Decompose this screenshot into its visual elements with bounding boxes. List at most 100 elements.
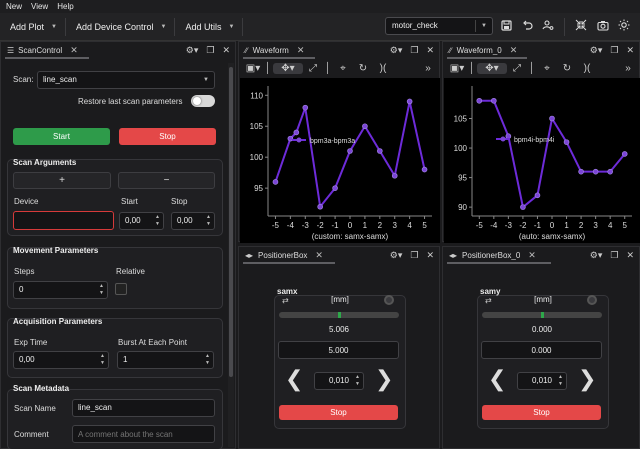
shrink-icon[interactable] (574, 18, 588, 32)
float-window-icon[interactable]: ❐ (410, 250, 419, 260)
data-point (287, 135, 294, 142)
toolbar-separator (64, 17, 66, 36)
spin-arrows-icon[interactable]: ▲ ▼ (99, 283, 104, 296)
scan-control-scrollbar[interactable] (228, 63, 234, 447)
pan-icon[interactable]: ✥▾ (273, 63, 303, 74)
gear-icon[interactable]: ⚙▾ (389, 250, 403, 260)
spin-arrows-icon[interactable]: ▲ ▼ (205, 353, 210, 366)
crosshair-icon[interactable]: ⌖ (340, 63, 346, 74)
reset-icon[interactable]: ↻ (562, 63, 572, 74)
restore-label: Restore last scan parameters (78, 97, 183, 106)
burst-spinbox[interactable]: 1 ▲ ▼ (117, 351, 214, 369)
user-settings-icon[interactable] (541, 18, 555, 32)
theme-sun-icon[interactable] (617, 18, 631, 32)
close-icon[interactable]: ✕ (626, 45, 634, 55)
spin-arrows-icon[interactable]: ▲ ▼ (206, 214, 211, 227)
float-window-icon[interactable]: ❐ (410, 45, 419, 55)
close-icon[interactable]: ✕ (626, 250, 634, 260)
add-device-control-label: Add Device Control (75, 21, 154, 32)
close-icon[interactable]: ✕ (296, 45, 305, 55)
step-left-icon[interactable]: ❮ (285, 367, 304, 392)
positioner-stop-button[interactable]: Stop (482, 405, 601, 420)
add-device-control-button[interactable]: Add Device Control ▼ (66, 13, 175, 41)
crosshair-icon[interactable]: ⌖ (544, 63, 550, 74)
device-input[interactable] (13, 211, 114, 230)
close-icon[interactable]: ✕ (222, 45, 230, 55)
add-row-button[interactable]: + (13, 172, 111, 189)
menu-help[interactable]: Help (57, 2, 74, 11)
step-right-icon[interactable]: ❯ (375, 367, 394, 392)
save-icon[interactable]: ▣▾ (449, 63, 465, 74)
remove-row-button[interactable]: − (118, 172, 215, 189)
x-tick-label: 1 (564, 221, 569, 230)
camera-icon[interactable] (596, 18, 610, 32)
scrollbar-thumb[interactable] (229, 67, 233, 377)
step-right-icon[interactable]: ❯ (578, 367, 597, 392)
gear-icon[interactable]: ⚙▾ (589, 250, 603, 260)
close-icon[interactable]: ✕ (509, 45, 518, 55)
float-window-icon[interactable]: ❐ (610, 45, 619, 55)
waveform-chart[interactable]: 95 100 105 110 -5 -4 -3 -2 -1 0 1 2 3 4 5 (custom: samx… (240, 78, 440, 243)
profile-select[interactable]: motor_check ▼ (385, 17, 493, 35)
close-icon[interactable]: ✕ (426, 45, 434, 55)
legend-label: bpm3a-bpm3a (310, 138, 355, 145)
more-icon[interactable]: » (625, 63, 631, 74)
data-point (563, 139, 570, 145)
toolbar-separator (242, 17, 244, 36)
add-plot-button[interactable]: Add Plot ▼ (0, 13, 65, 41)
stop-button[interactable]: Stop (119, 128, 216, 145)
start-button[interactable]: Start (13, 128, 110, 145)
fit-icon[interactable]: )( (583, 63, 591, 74)
step-size-value: 0,010 (531, 376, 553, 385)
series-line (274, 101, 426, 210)
gear-icon[interactable]: ⚙▾ (589, 45, 603, 55)
spin-arrows-icon[interactable]: ▲ ▼ (155, 214, 160, 227)
scan-type-select[interactable]: line_scan ▼ (37, 71, 215, 89)
data-point (391, 172, 398, 179)
undo-icon[interactable] (520, 18, 534, 32)
gear-icon[interactable]: ⚙▾ (185, 45, 199, 55)
zoom-expand-icon[interactable]: ⤢ (309, 63, 317, 74)
relative-checkbox[interactable] (115, 283, 127, 295)
exp-time-spinbox[interactable]: 0,00 ▲ ▼ (13, 351, 109, 369)
close-icon[interactable]: ✕ (426, 250, 434, 260)
fit-icon[interactable]: )( (379, 63, 387, 74)
start-spinbox[interactable]: 0,00 ▲ ▼ (119, 212, 164, 230)
comment-input[interactable] (72, 425, 215, 443)
menu-new[interactable]: New (6, 2, 23, 11)
reset-icon[interactable]: ↻ (358, 63, 368, 74)
device-select-icon[interactable]: ⇄ (282, 296, 289, 305)
setpoint-input[interactable]: 0.000 (481, 341, 602, 359)
close-icon[interactable]: ✕ (70, 45, 78, 55)
gear-icon[interactable]: ⚙▾ (389, 45, 403, 55)
close-icon[interactable]: ✕ (315, 250, 323, 260)
float-window-icon[interactable]: ❐ (610, 250, 619, 260)
stop-spinbox[interactable]: 0,00 ▲ ▼ (171, 212, 215, 230)
step-size-spinbox[interactable]: 0,010 ▲ ▼ (314, 372, 364, 390)
x-tick-label: -1 (332, 221, 340, 230)
scan-name-input[interactable]: line_scan (72, 399, 215, 417)
save-icon[interactable] (499, 18, 513, 32)
y-tick-label: 105 (250, 122, 264, 131)
spin-arrows-icon[interactable]: ▲ ▼ (355, 374, 360, 387)
positioner-stop-button[interactable]: Stop (279, 405, 398, 420)
add-utils-label: Add Utils (185, 21, 222, 32)
spin-arrows-icon[interactable]: ▲ ▼ (100, 353, 105, 366)
spin-arrows-icon[interactable]: ▲ ▼ (558, 374, 563, 387)
setpoint-input[interactable]: 5.000 (278, 341, 399, 359)
save-icon[interactable]: ▣▾ (245, 63, 261, 74)
steps-spinbox[interactable]: 0 ▲ ▼ (13, 281, 108, 299)
close-icon[interactable]: ✕ (528, 250, 536, 260)
x-tick-label: 5 (422, 221, 427, 230)
add-utils-button[interactable]: Add Utils ▼ (175, 13, 242, 41)
pan-icon[interactable]: ✥▾ (477, 63, 507, 74)
step-size-spinbox[interactable]: 0,010 ▲ ▼ (517, 372, 567, 390)
float-window-icon[interactable]: ❐ (206, 45, 215, 55)
more-icon[interactable]: » (425, 63, 431, 74)
zoom-expand-icon[interactable]: ⤢ (513, 63, 521, 74)
restore-toggle[interactable] (191, 95, 215, 107)
menu-view[interactable]: View (31, 2, 49, 11)
step-left-icon[interactable]: ❮ (488, 367, 507, 392)
device-select-icon[interactable]: ⇄ (485, 296, 492, 305)
